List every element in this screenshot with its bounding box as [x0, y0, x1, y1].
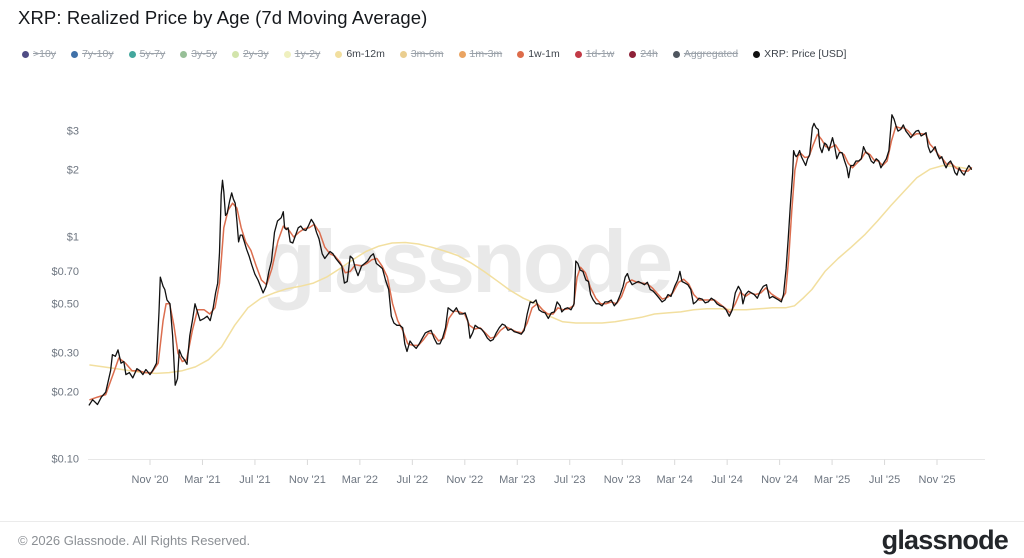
x-tick-label: Nov '23 [604, 474, 641, 486]
x-tick-label: Jul '25 [869, 474, 900, 486]
legend-dot-icon [231, 50, 239, 58]
x-tick-label: Mar '22 [342, 474, 378, 486]
x-tick-label: Nov '22 [446, 474, 483, 486]
price-chart[interactable]: Nov '20 Mar '21 Jul '21 Nov '21 Mar '22 Jul '… [0, 0, 1024, 520]
legend-label: 6m-12m [346, 48, 385, 60]
x-tick-label: Jul '23 [554, 474, 585, 486]
legend-label: 5y-7y [139, 48, 166, 60]
series-line-6m-12m [89, 164, 973, 375]
x-tick-label: Mar '25 [814, 474, 850, 486]
legend-label: 1w-1m [528, 48, 560, 60]
legend-item-2y-3y[interactable]: 2y-3y [231, 48, 269, 60]
legend-dot-icon [128, 50, 136, 58]
chart-legend: >10y 7y-10y 5y-7y 3y-5y 2y-3y 1y-2y 6m-12m 3m-6… [22, 46, 1014, 62]
legend-item-5y-7y[interactable]: 5y-7y [128, 48, 166, 60]
legend-item-24h[interactable]: 24h [629, 48, 658, 60]
legend-item-aggregated[interactable]: Aggregated [672, 48, 739, 60]
x-tick-label: Nov '25 [919, 474, 956, 486]
legend-item-3y-5y[interactable]: 3y-5y [180, 48, 217, 60]
legend-dot-icon [672, 50, 680, 58]
legend-label: 3m-6m [410, 48, 444, 60]
legend-item-1d-1w[interactable]: 1d-1w [574, 48, 615, 60]
x-tick-label: Jul '24 [711, 474, 742, 486]
x-tick-label: Mar '24 [657, 474, 693, 486]
legend-label: Aggregated [683, 48, 739, 60]
legend-label: XRP: Price [USD] [764, 48, 847, 60]
glassnode-logo: glassnode [881, 524, 1009, 555]
legend-item-7y-10y[interactable]: 7y-10y [71, 48, 114, 60]
legend-label: 3y-5y [191, 48, 217, 60]
series-line-1w-1m [89, 125, 973, 401]
x-tick-label: Nov '24 [761, 474, 798, 486]
y-tick-label: $0.70 [51, 266, 79, 278]
legend-dot-icon [283, 50, 291, 58]
legend-dot-icon [22, 50, 29, 58]
legend-item-1w-1m[interactable]: 1w-1m [517, 48, 560, 60]
legend-item-1y-2y[interactable]: 1y-2y [283, 48, 321, 60]
legend-dot-icon [517, 50, 525, 58]
chart-title: XRP: Realized Price by Age (7d Moving Av… [18, 7, 428, 28]
legend-dot-icon [180, 50, 188, 58]
legend-dot-icon [335, 50, 343, 58]
legend-label: 7y-10y [82, 48, 114, 60]
x-tick-label: Nov '21 [289, 474, 326, 486]
y-tick-label: $1 [67, 232, 79, 244]
y-tick-label: $2 [67, 165, 79, 177]
series-line-xrp-price-usd [88, 114, 973, 406]
legend-item-xrp-price-usd[interactable]: XRP: Price [USD] [753, 48, 846, 60]
x-tick-label: Mar '21 [184, 474, 220, 486]
legend-dot-icon [71, 50, 79, 58]
x-tick-label: Jul '21 [239, 474, 270, 486]
legend-dot-icon [399, 50, 407, 58]
x-tick-label: Nov '20 [132, 474, 169, 486]
legend-label: 1y-2y [294, 48, 321, 60]
legend-label: 2y-3y [242, 48, 269, 60]
legend-label: 1m-3m [469, 48, 503, 60]
y-tick-label: $0.10 [51, 454, 79, 466]
footer: © 2026 Glassnode. All Rights Reserved. g… [0, 521, 1024, 558]
legend-item-6m-12m[interactable]: 6m-12m [335, 48, 385, 60]
legend-dot-icon [753, 50, 761, 58]
legend-item-3m-6m[interactable]: 3m-6m [399, 48, 444, 60]
copyright-text: © 2026 Glassnode. All Rights Reserved. [18, 532, 251, 548]
legend-label: 24h [640, 48, 658, 60]
legend-label: >10y [33, 48, 57, 60]
y-tick-label: $0.50 [51, 298, 79, 310]
x-tick-label: Jul '22 [397, 474, 428, 486]
legend-item-10y[interactable]: >10y [22, 48, 56, 60]
y-tick-label: $0.20 [51, 387, 79, 399]
y-tick-label: $0.30 [51, 348, 79, 360]
legend-dot-icon [629, 50, 637, 58]
y-tick-label: $3 [67, 126, 79, 138]
x-tick-label: Mar '23 [499, 474, 535, 486]
legend-dot-icon [574, 50, 582, 58]
legend-item-1m-3m[interactable]: 1m-3m [458, 48, 503, 60]
legend-label: 1d-1w [585, 48, 615, 60]
legend-dot-icon [458, 50, 466, 58]
